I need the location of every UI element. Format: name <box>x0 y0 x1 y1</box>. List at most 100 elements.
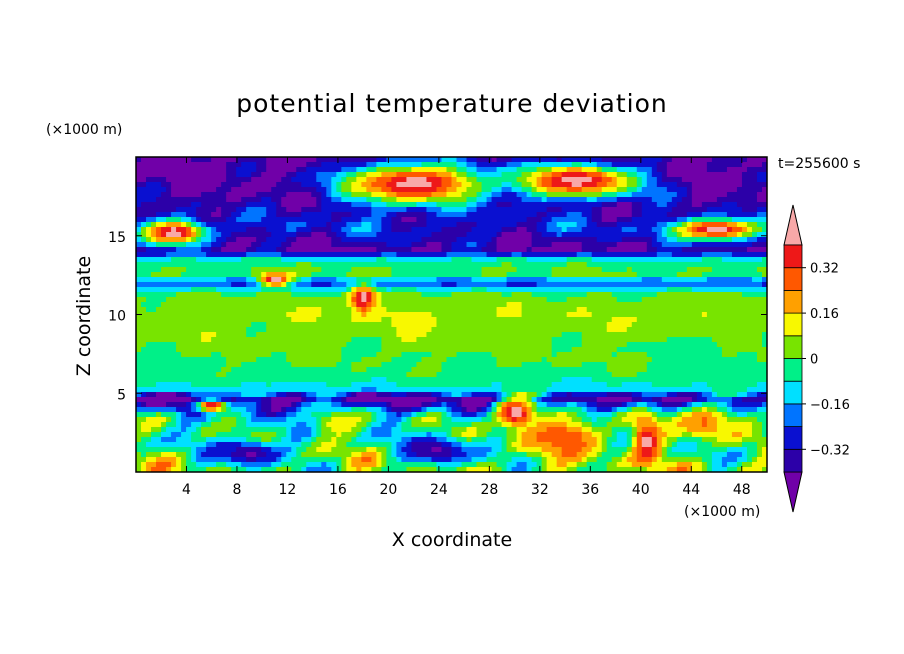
heatmap-cell <box>311 257 317 263</box>
heatmap-cell <box>731 337 738 343</box>
heatmap-cell <box>551 157 558 163</box>
heatmap-cell <box>161 282 167 288</box>
heatmap-cell <box>221 347 227 353</box>
heatmap-cell <box>416 352 423 358</box>
heatmap-cell <box>381 317 387 323</box>
heatmap-cell <box>286 202 292 208</box>
heatmap-cell <box>336 277 342 283</box>
heatmap-cell <box>671 167 678 173</box>
heatmap-cell <box>316 252 322 258</box>
heatmap-cell <box>216 327 222 333</box>
heatmap-cell <box>361 347 367 353</box>
heatmap-cell <box>456 177 463 183</box>
heatmap-cell <box>426 317 433 323</box>
heatmap-cell <box>356 192 362 198</box>
heatmap-cell <box>446 232 453 238</box>
heatmap-cell <box>331 202 337 208</box>
heatmap-cell <box>346 267 352 273</box>
heatmap-cell <box>146 202 152 208</box>
heatmap-cell <box>351 347 357 353</box>
heatmap-cell <box>726 247 733 253</box>
heatmap-cell <box>391 352 398 358</box>
heatmap-cell <box>631 347 638 353</box>
heatmap-cell <box>321 232 327 238</box>
heatmap-cell <box>421 277 428 283</box>
heatmap-cell <box>441 272 448 278</box>
heatmap-cell <box>261 202 267 208</box>
heatmap-cell <box>396 177 403 183</box>
heatmap-cell <box>406 317 413 323</box>
heatmap-cell <box>491 237 498 243</box>
heatmap-cell <box>596 232 603 238</box>
heatmap-cell <box>171 192 177 198</box>
heatmap-cell <box>671 257 678 263</box>
heatmap-cell <box>226 187 232 193</box>
heatmap-cell <box>491 262 498 268</box>
heatmap-cell <box>196 242 202 248</box>
heatmap-cell <box>486 297 493 303</box>
heatmap-cell <box>346 162 352 168</box>
heatmap-cell <box>501 232 508 238</box>
heatmap-cell <box>181 257 187 263</box>
heatmap-cell <box>231 267 237 273</box>
heatmap-cell <box>686 347 693 353</box>
heatmap-cell <box>536 257 543 263</box>
heatmap-cell <box>731 202 738 208</box>
heatmap-cell <box>246 272 252 278</box>
heatmap-cell <box>291 187 297 193</box>
heatmap-cell <box>166 287 172 293</box>
heatmap-cell <box>681 292 688 298</box>
heatmap-cell <box>486 237 493 243</box>
heatmap-cell <box>331 197 337 203</box>
heatmap-cell <box>206 182 212 188</box>
heatmap-cell <box>716 292 723 298</box>
heatmap-cell <box>186 172 192 178</box>
heatmap-cell <box>366 207 372 213</box>
heatmap-cell <box>161 227 167 233</box>
heatmap-cell <box>231 272 237 278</box>
heatmap-cell <box>356 272 362 278</box>
heatmap-cell <box>556 307 563 313</box>
heatmap-cell <box>746 302 753 308</box>
heatmap-cell <box>191 182 197 188</box>
heatmap-cell <box>336 177 342 183</box>
heatmap-cell <box>146 207 152 213</box>
heatmap-cell <box>161 237 167 243</box>
heatmap-cell <box>721 177 728 183</box>
heatmap-cell <box>346 262 352 268</box>
heatmap-cell <box>561 312 568 318</box>
heatmap-cell <box>656 297 663 303</box>
heatmap-cell <box>396 167 403 173</box>
heatmap-cell <box>286 252 292 258</box>
heatmap-cell <box>536 337 543 343</box>
heatmap-cell <box>501 227 508 233</box>
heatmap-cell <box>511 162 518 168</box>
heatmap-cell <box>231 252 237 258</box>
heatmap-cell <box>721 217 728 223</box>
heatmap-cell <box>536 297 543 303</box>
heatmap-cell <box>516 307 523 313</box>
heatmap-cell <box>696 337 703 343</box>
heatmap-cell <box>486 257 493 263</box>
heatmap-cell <box>331 162 337 168</box>
heatmap-cell <box>486 287 493 293</box>
heatmap-cell <box>741 332 748 338</box>
heatmap-cell <box>296 222 302 228</box>
heatmap-cell <box>426 347 433 353</box>
heatmap-cell <box>661 172 668 178</box>
heatmap-cell <box>336 212 342 218</box>
heatmap-cell <box>286 302 292 308</box>
heatmap-cell <box>716 282 723 288</box>
heatmap-cell <box>366 297 372 303</box>
heatmap-cell <box>616 327 623 333</box>
heatmap-cell <box>611 197 618 203</box>
heatmap-cell <box>596 202 603 208</box>
heatmap-cell <box>736 187 743 193</box>
heatmap-cell <box>666 292 673 298</box>
heatmap-cell <box>311 347 317 353</box>
heatmap-cell <box>191 292 197 298</box>
heatmap-cell <box>321 197 327 203</box>
heatmap-cell <box>561 282 568 288</box>
heatmap-cell <box>161 317 167 323</box>
heatmap-cell <box>176 227 182 233</box>
